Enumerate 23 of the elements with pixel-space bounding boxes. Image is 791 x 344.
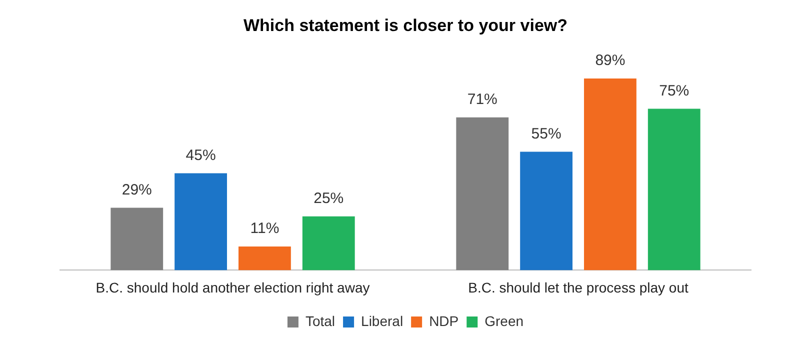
bar bbox=[238, 246, 291, 270]
data-label: 75% bbox=[659, 82, 690, 100]
bar bbox=[584, 78, 636, 270]
bar bbox=[302, 216, 355, 270]
legend-label: Liberal bbox=[361, 312, 404, 329]
data-label: 45% bbox=[186, 146, 216, 164]
legend-label: NDP bbox=[429, 312, 459, 329]
data-label: 89% bbox=[595, 52, 626, 70]
bar bbox=[456, 117, 509, 270]
legend-label: Green bbox=[484, 312, 524, 329]
bar bbox=[520, 152, 572, 270]
x-tick-label: B.C. should hold another election right away bbox=[96, 279, 370, 296]
data-label: 55% bbox=[531, 125, 562, 142]
x-tick-label: B.C. should let the process play out bbox=[468, 279, 688, 296]
data-label: 71% bbox=[467, 90, 498, 108]
bar bbox=[110, 208, 164, 270]
data-label: 11% bbox=[250, 220, 280, 238]
legend-label: Total bbox=[305, 312, 336, 329]
data-label: 29% bbox=[122, 181, 152, 198]
bar bbox=[648, 108, 700, 270]
bar bbox=[174, 173, 227, 270]
data-label: 25% bbox=[314, 190, 344, 208]
chart-title: Which statement is closer to your view? bbox=[243, 16, 568, 35]
